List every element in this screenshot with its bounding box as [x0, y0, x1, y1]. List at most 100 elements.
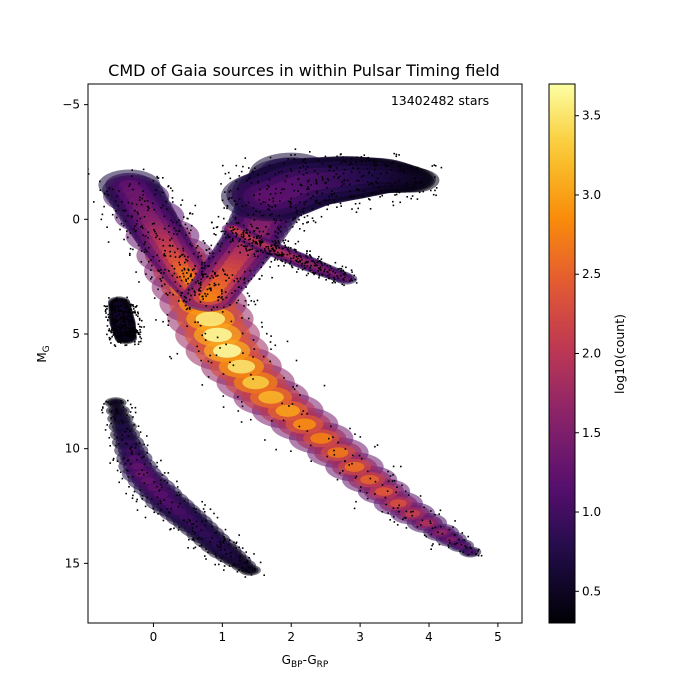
- scatter-point: [105, 400, 107, 403]
- scatter-point: [128, 333, 130, 336]
- scatter-point: [278, 171, 280, 174]
- scatter-point: [214, 552, 217, 555]
- scatter-point: [360, 175, 363, 178]
- scatter-point: [224, 172, 227, 175]
- scatter-point: [416, 182, 419, 184]
- scatter-point: [275, 246, 277, 248]
- scatter-point: [106, 424, 108, 426]
- scatter-point: [295, 259, 297, 262]
- scatter-point: [264, 250, 267, 252]
- scatter-point: [187, 256, 189, 258]
- scatter-point: [189, 520, 191, 522]
- scatter-point: [240, 287, 243, 290]
- scatter-point: [139, 442, 141, 444]
- scatter-point: [229, 241, 232, 243]
- scatter-point: [114, 345, 117, 347]
- scatter-point: [160, 207, 162, 209]
- scatter-point: [122, 320, 124, 322]
- scatter-point: [261, 326, 263, 328]
- scatter-point: [242, 165, 244, 168]
- scatter-point: [318, 267, 320, 269]
- scatter-point: [102, 406, 104, 408]
- scatter-point: [144, 241, 146, 243]
- scatter-point: [317, 269, 319, 272]
- scatter-point: [143, 215, 146, 218]
- scatter-point: [133, 228, 135, 230]
- scatter-point: [351, 195, 354, 198]
- scatter-point: [168, 512, 171, 514]
- scatter-point: [103, 205, 105, 208]
- scatter-point: [246, 570, 248, 572]
- scatter-point: [343, 160, 345, 162]
- scatter-point: [394, 194, 396, 196]
- scatter-point: [183, 268, 186, 271]
- scatter-point: [449, 542, 451, 544]
- scatter-point: [168, 244, 171, 247]
- scatter-point: [247, 254, 249, 256]
- scatter-point: [191, 279, 193, 281]
- scatter-point: [124, 331, 127, 334]
- scatter-point: [335, 173, 338, 175]
- scatter-point: [253, 553, 255, 555]
- scatter-point: [183, 299, 185, 302]
- scatter-point: [406, 196, 408, 198]
- scatter-point: [278, 254, 280, 257]
- scatter-point: [241, 317, 243, 319]
- scatter-point: [131, 497, 134, 499]
- scatter-point: [257, 180, 259, 183]
- scatter-point: [414, 177, 416, 180]
- scatter-point: [111, 188, 114, 191]
- scatter-point: [169, 239, 171, 241]
- scatter-point: [221, 556, 223, 559]
- scatter-point: [162, 320, 164, 323]
- scatter-point: [454, 543, 456, 545]
- scatter-point: [200, 281, 202, 284]
- scatter-point: [399, 170, 401, 172]
- density-cell: [389, 499, 407, 508]
- scatter-point: [179, 502, 181, 505]
- scatter-point: [268, 250, 271, 252]
- scatter-point: [362, 190, 365, 192]
- scatter-point: [287, 246, 290, 249]
- density-cell: [446, 536, 457, 542]
- scatter-point: [336, 275, 339, 277]
- scatter-point: [310, 460, 312, 462]
- scatter-point: [263, 574, 265, 576]
- scatter-point: [102, 407, 104, 409]
- scatter-point: [228, 251, 230, 253]
- scatter-point: [368, 183, 370, 186]
- scatter-point: [106, 190, 108, 193]
- scatter-point: [157, 177, 160, 179]
- scatter-point: [105, 312, 107, 314]
- scatter-point: [308, 188, 310, 190]
- scatter-point: [290, 206, 293, 209]
- scatter-point: [398, 179, 400, 182]
- density-cell: [218, 548, 231, 555]
- scatter-point: [136, 458, 138, 461]
- scatter-point: [161, 474, 164, 476]
- scatter-point: [235, 222, 238, 224]
- scatter-point: [134, 447, 137, 449]
- scatter-point: [340, 185, 343, 187]
- scatter-point: [351, 462, 353, 465]
- scatter-point: [108, 329, 111, 332]
- scatter-point: [123, 325, 125, 327]
- scatter-point: [299, 394, 301, 396]
- density-cell: [198, 530, 212, 538]
- scatter-point: [258, 193, 261, 195]
- scatter-point: [304, 158, 306, 160]
- scatter-point: [333, 199, 335, 202]
- scatter-point: [122, 316, 125, 319]
- scatter-point: [127, 306, 129, 309]
- scatter-point: [217, 296, 219, 298]
- scatter-point: [171, 197, 174, 199]
- scatter-point: [203, 510, 206, 513]
- scatter-point: [172, 221, 174, 224]
- scatter-point: [253, 230, 255, 233]
- scatter-point: [168, 291, 171, 294]
- scatter-point: [384, 496, 387, 499]
- scatter-point: [111, 317, 114, 320]
- scatter-point: [271, 247, 274, 250]
- scatter-point: [269, 341, 272, 343]
